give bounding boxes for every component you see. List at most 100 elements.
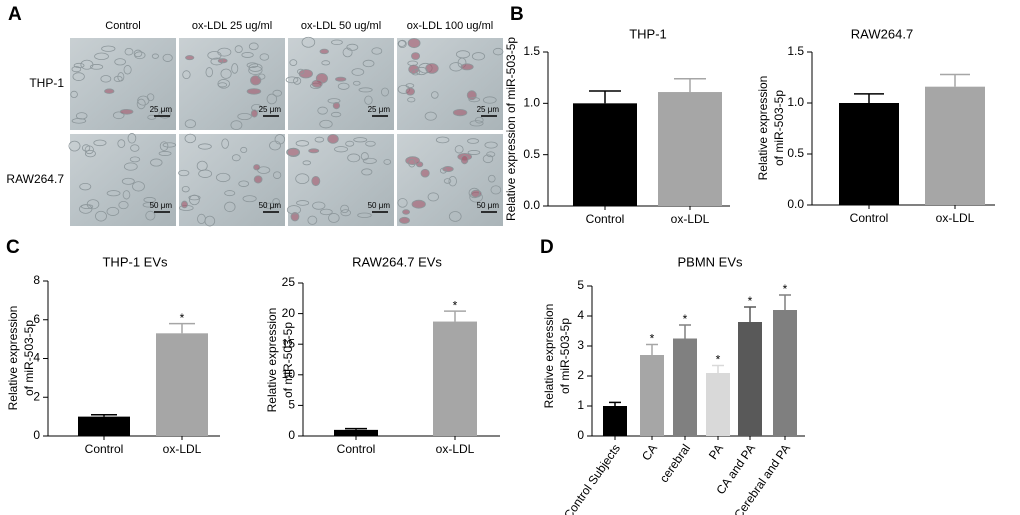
cell [317,106,328,115]
cell [460,63,474,71]
scale-label: 50 μm [368,201,391,210]
cell [407,38,421,49]
cell [130,144,140,152]
cell [118,200,129,210]
cell [398,39,407,49]
cell [347,153,361,163]
y-tick-label: 0.5 [523,147,540,161]
cell [407,97,416,103]
cell [100,75,112,83]
cell [402,209,411,215]
cell [331,39,343,46]
cell [207,51,222,60]
cell [147,114,157,120]
cell [340,209,352,217]
column-label: Control [105,20,140,32]
cell [151,53,159,59]
cell [411,69,420,76]
column-label: ox-LDL 25 ug/ml [192,20,272,32]
y-tick-label: 0 [288,428,295,442]
cell [319,48,329,55]
cell [114,58,126,66]
cell [408,158,416,168]
y-tick-label: 0.5 [787,146,804,160]
cell [301,36,316,48]
cell [217,82,228,88]
cell [248,63,263,72]
scale-label: 25 μm [368,105,391,114]
cell [182,70,191,80]
significance-label: * [650,332,655,346]
cell [467,150,481,155]
cell [274,134,286,145]
bar [706,373,730,436]
cell [321,60,331,66]
cell [435,136,450,144]
x-tick-label: ox-LDL [436,442,475,456]
cell [484,141,498,149]
cell [158,151,172,156]
scale-label: 50 μm [259,201,282,210]
bar [738,322,762,436]
x-tick-label: Control [85,442,124,456]
cell [482,96,497,104]
cell [307,215,318,225]
cell [490,185,502,195]
y-tick-label: 20 [282,306,296,320]
cell [327,98,341,104]
bar [839,103,899,205]
y-tick-label: 2 [33,389,40,403]
cell [248,42,259,51]
cell [471,52,486,61]
cell [381,87,389,97]
cell [106,206,120,216]
significance-label: * [748,294,753,308]
cell [198,169,213,178]
bar [433,321,477,436]
bar [658,92,722,206]
y-tick-label: 15 [282,336,296,350]
scale-label: 25 μm [150,105,173,114]
cell [362,157,377,164]
cell [221,138,229,149]
cell [492,47,504,56]
cell [143,197,156,203]
cell [405,156,420,166]
cell [424,111,437,121]
cell [420,168,430,178]
cell [73,62,85,69]
cell [184,133,196,144]
cell [246,88,262,95]
scale-label: 50 μm [150,201,173,210]
x-tick-label: Control [337,442,376,456]
y-tick-label: 0.0 [523,198,540,212]
cell [454,145,464,154]
cell [289,59,298,66]
cell [178,169,190,177]
cell [94,52,109,61]
y-axis-label: Relative expression [756,76,770,181]
y-tick-label: 1 [577,398,584,412]
cell [150,158,163,167]
chart-title: THP-1 [629,26,667,41]
cell [399,216,410,224]
cell [487,174,496,183]
cell [455,50,471,59]
cell [466,90,477,101]
cell [124,47,134,56]
chart-title: RAW264.7 [851,26,913,41]
cell [162,53,173,62]
bar [640,355,664,436]
cell [133,49,143,58]
cell [237,112,252,121]
cell [230,120,243,131]
cell [81,204,94,210]
chart-title: THP-1 EVs [102,254,168,269]
cell [360,152,369,161]
y-tick-label: 1.0 [523,96,540,110]
cell [415,66,428,76]
cell [250,75,262,86]
cell [81,144,91,152]
cell [71,66,82,73]
